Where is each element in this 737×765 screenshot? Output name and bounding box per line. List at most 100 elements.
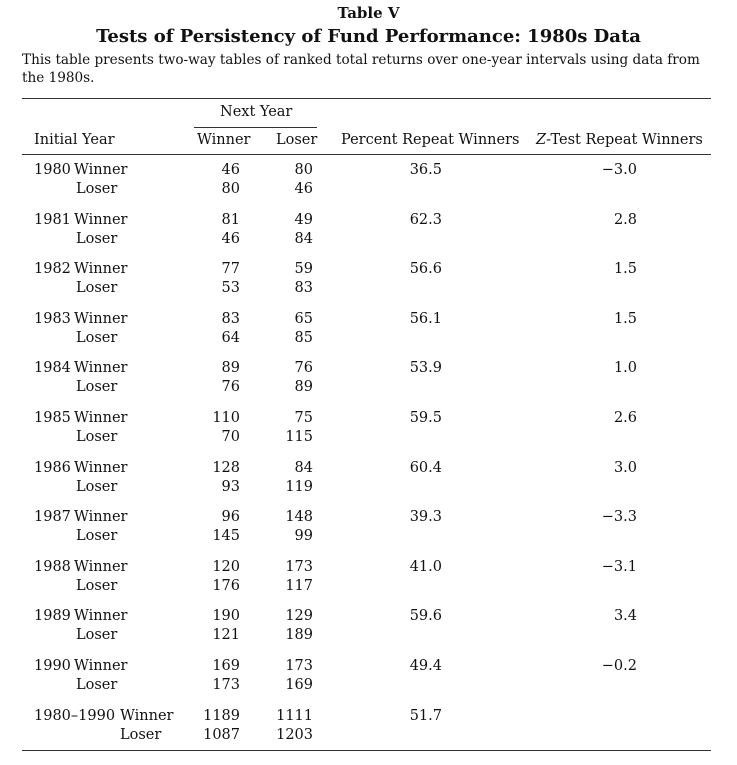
cell-winner-loser: 173 [285,558,313,575]
cell-loser-winner: 173 [212,677,240,693]
cell-winner-winner: 89 [221,360,240,377]
cell-winner-loser: 173 [285,658,313,674]
cell-z: −3.1 [601,558,637,575]
bottom-rule [22,750,711,751]
row-loser-label: Loser [120,727,162,743]
cell-percent: 36.5 [409,162,442,178]
table-caption: This table presents two-way tables of ra… [22,52,700,86]
cell-z: −3.0 [601,162,637,178]
row-winner-label: Winner [74,360,128,377]
cell-percent: 53.9 [409,360,442,377]
cell-winner-winner: 77 [221,261,240,278]
row-loser-label: Loser [76,329,118,346]
cell-loser-loser: 84 [294,230,313,247]
cell-winner-winner: 128 [212,459,240,476]
cell-percent: 51.7 [409,708,442,724]
row-year: 1988 [34,558,71,575]
cell-percent: 56.1 [409,310,442,327]
cell-winner-loser: 59 [294,261,313,278]
cell-loser-loser: 85 [294,329,313,346]
cell-winner-winner: 110 [212,410,240,426]
header-initial-year: Initial Year [34,132,115,148]
row-winner-label: Winner [74,558,128,575]
header-next-year: Next Year [220,104,293,120]
cell-loser-winner: 145 [212,528,240,545]
cell-winner-winner: 120 [212,558,240,575]
row-year: 1987 [34,509,71,526]
cell-z: 3.0 [613,459,637,476]
row-winner-label: Winner [74,211,128,228]
row-winner-label: Winner [120,708,174,724]
cell-percent: 49.4 [409,658,442,674]
row-year: 1983 [34,310,71,327]
row-winner-label: Winner [74,509,128,526]
cell-percent: 41.0 [409,558,442,575]
cell-winner-loser: 76 [294,360,313,377]
row-loser-label: Loser [76,230,118,247]
cell-winner-loser: 1111 [276,708,313,724]
row-year: 1982 [34,261,71,278]
cell-winner-loser: 49 [294,211,313,228]
header-percent-repeat: Percent Repeat Winners [341,132,520,148]
row-winner-label: Winner [74,658,128,674]
row-winner-label: Winner [74,459,128,476]
cell-loser-winner: 53 [221,280,240,297]
row-loser-label: Loser [76,577,118,594]
z-italic: Z [536,132,547,148]
cell-loser-winner: 64 [221,329,240,346]
cell-loser-loser: 1203 [276,727,313,743]
row-loser-label: Loser [76,429,118,445]
cell-winner-winner: 83 [221,310,240,327]
row-year: 1990 [34,658,71,674]
row-loser-label: Loser [76,379,118,396]
cell-loser-loser: 83 [294,280,313,297]
table-title: Tests of Persistency of Fund Performance… [96,26,641,47]
table-label: Table V [337,4,400,22]
cell-percent: 60.4 [409,459,442,476]
next-year-rule [194,127,317,128]
header-winner: Winner [197,132,251,148]
cell-winner-loser: 148 [285,509,313,526]
header-z-test: Z-Test Repeat Winners [536,132,703,148]
cell-percent: 59.6 [409,608,442,625]
cell-winner-winner: 1189 [203,708,240,724]
row-winner-label: Winner [74,410,128,426]
cell-loser-winner: 93 [221,478,240,495]
row-loser-label: Loser [76,181,118,197]
cell-loser-winner: 76 [221,379,240,396]
cell-winner-loser: 75 [294,410,313,426]
cell-z: −3.3 [601,509,637,526]
cell-z: 2.6 [613,410,637,426]
cell-winner-loser: 65 [294,310,313,327]
cell-winner-loser: 80 [294,162,313,178]
cell-z: 2.8 [613,211,637,228]
row-winner-label: Winner [74,310,128,327]
row-winner-label: Winner [74,261,128,278]
cell-percent: 62.3 [409,211,442,228]
row-year: 1984 [34,360,71,377]
cell-winner-winner: 81 [221,211,240,228]
cell-percent: 39.3 [409,509,442,526]
cell-loser-loser: 89 [294,379,313,396]
cell-z: 1.0 [613,360,637,377]
row-loser-label: Loser [76,677,118,693]
cell-loser-loser: 115 [285,429,313,445]
row-year: 1980–1990 [34,708,116,724]
cell-winner-winner: 96 [221,509,240,526]
row-loser-label: Loser [76,478,118,495]
row-loser-label: Loser [76,627,118,644]
cell-loser-loser: 119 [285,478,313,495]
z-suffix: -Test Repeat Winners [546,132,703,148]
cell-percent: 59.5 [409,410,442,426]
header-loser: Loser [276,132,318,148]
row-winner-label: Winner [74,608,128,625]
cell-loser-winner: 46 [221,230,240,247]
row-loser-label: Loser [76,280,118,297]
cell-winner-loser: 84 [294,459,313,476]
cell-loser-loser: 169 [285,677,313,693]
cell-loser-loser: 99 [294,528,313,545]
cell-loser-winner: 121 [212,627,240,644]
cell-z: 1.5 [613,261,637,278]
row-year: 1985 [34,410,71,426]
cell-percent: 56.6 [409,261,442,278]
